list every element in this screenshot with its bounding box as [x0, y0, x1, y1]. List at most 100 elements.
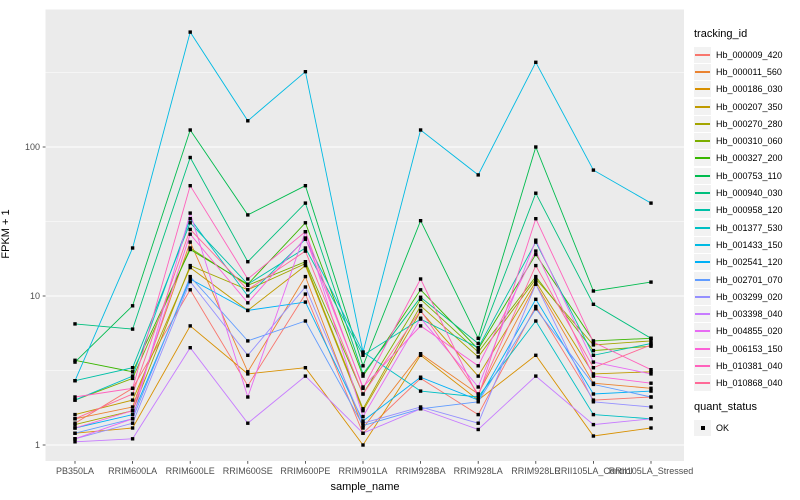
- data-point: [188, 263, 192, 268]
- data-point: [303, 319, 308, 323]
- legend: tracking_id Hb_000009_420 Hb_000011_560 Hb…: [694, 28, 798, 436]
- data-point: [130, 426, 135, 430]
- data-point: [303, 184, 308, 188]
- legend-item-Hb_003299_020: Hb_003299_020: [694, 288, 798, 305]
- data-point: [534, 319, 538, 323]
- data-point: [130, 437, 135, 441]
- data-point: [73, 395, 77, 399]
- data-point: [534, 282, 538, 286]
- data-point: [303, 70, 308, 74]
- data-point: [303, 366, 308, 370]
- data-point: [418, 316, 423, 320]
- legend-label: Hb_002701_070: [716, 274, 783, 285]
- data-point: [361, 386, 365, 390]
- data-point: [73, 398, 77, 402]
- data-point: [361, 409, 365, 413]
- data-point: [418, 353, 423, 357]
- data-point: [303, 249, 308, 253]
- data-point: [303, 274, 308, 279]
- line-swatch-icon: [694, 219, 711, 236]
- data-point: [130, 417, 135, 421]
- data-point: [188, 265, 192, 270]
- data-point: [476, 412, 480, 417]
- x-tick-label-RRII105LA_Stressed: RRII105LA_Stressed: [608, 466, 694, 476]
- data-point: [591, 360, 596, 364]
- legend-item-Hb_002541_120: Hb_002541_120: [694, 254, 798, 271]
- y-tick-label-100: 100: [24, 142, 40, 152]
- data-point: [591, 382, 596, 387]
- data-point: [591, 348, 596, 353]
- data-point: [591, 400, 596, 404]
- data-point: [188, 217, 192, 221]
- data-point: [534, 249, 538, 253]
- data-point: [534, 297, 538, 301]
- data-point: [591, 340, 596, 344]
- data-point: [591, 168, 596, 172]
- data-point: [418, 405, 423, 409]
- data-point: [649, 389, 653, 393]
- data-point: [246, 370, 250, 374]
- data-point: [361, 426, 365, 430]
- data-point: [130, 246, 135, 250]
- data-point: [246, 213, 250, 217]
- data-point: [476, 385, 480, 389]
- data-point: [303, 221, 308, 225]
- data-point: [188, 128, 192, 132]
- data-point: [246, 384, 250, 388]
- data-point: [130, 398, 135, 402]
- data-point: [73, 422, 77, 427]
- line-swatch-icon: [694, 150, 711, 167]
- data-point: [591, 343, 596, 347]
- data-point: [130, 409, 135, 413]
- data-point: [130, 412, 135, 417]
- data-point: [361, 364, 365, 368]
- data-point: [73, 417, 77, 421]
- data-point: [418, 128, 423, 132]
- legend-label: Hb_004855_020: [716, 326, 783, 337]
- data-point: [130, 386, 135, 390]
- data-point: [361, 353, 365, 357]
- data-point: [303, 261, 308, 266]
- data-point: [476, 421, 480, 425]
- data-point: [130, 421, 135, 425]
- data-point: [246, 288, 250, 292]
- data-point: [246, 395, 250, 399]
- x-tick-label-RRIM600SE: RRIM600SE: [222, 466, 273, 476]
- data-point: [246, 260, 250, 264]
- data-point: [418, 219, 423, 223]
- data-point: [303, 260, 308, 264]
- data-point: [130, 327, 135, 331]
- data-point: [476, 355, 480, 359]
- data-point: [476, 427, 480, 432]
- data-point: [649, 339, 653, 343]
- quant-status-legend: quant_status OK: [694, 401, 798, 436]
- legend-item-Hb_004855_020: Hb_004855_020: [694, 323, 798, 340]
- legend-label: Hb_001433_150: [716, 239, 783, 250]
- data-point: [476, 336, 480, 340]
- x-tick-label-RRIM901LA: RRIM901LA: [338, 466, 388, 476]
- legend-item-Hb_000186_030: Hb_000186_030: [694, 81, 798, 98]
- data-point: [361, 423, 365, 428]
- line-swatch-icon: [694, 133, 711, 150]
- data-point: [534, 191, 538, 195]
- legend-item-Hb_000310_060: Hb_000310_060: [694, 132, 798, 150]
- data-point: [476, 374, 480, 378]
- data-point: [649, 370, 653, 374]
- data-point: [361, 374, 365, 378]
- data-point: [188, 324, 192, 328]
- legend-label: Hb_000011_560: [716, 66, 782, 77]
- data-point: [188, 247, 192, 252]
- data-point: [591, 412, 596, 417]
- data-point: [534, 252, 538, 257]
- data-point: [534, 145, 538, 149]
- data-point: [73, 431, 77, 435]
- data-point: [591, 434, 596, 438]
- data-point: [418, 288, 423, 292]
- data-point: [591, 398, 596, 402]
- data-point: [361, 372, 365, 376]
- data-point: [476, 364, 480, 368]
- line-swatch-icon: [694, 185, 711, 202]
- data-point: [188, 211, 192, 215]
- data-point: [534, 60, 538, 64]
